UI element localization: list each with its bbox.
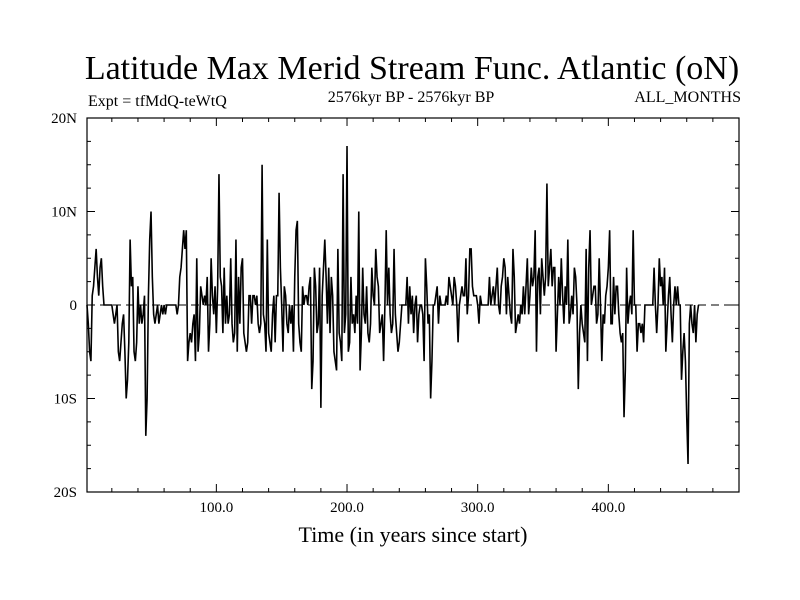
chart-title: Latitude Max Merid Stream Func. Atlantic…	[85, 50, 739, 87]
series-line	[86, 146, 700, 464]
y-tick-label: 10N	[51, 205, 77, 221]
x-axis-title: Time (in years since start)	[299, 522, 528, 547]
y-tick-label: 0	[70, 298, 78, 314]
x-tick-label: 300.0	[461, 500, 495, 516]
experiment-label: Expt = tfMdQ-teWtQ	[88, 93, 227, 110]
x-tick-label: 400.0	[591, 500, 625, 516]
axis-ticks	[87, 117, 739, 493]
tick-labels: 100.0 200.0 300.0 400.0 20N 10N 0 10S 20S	[51, 111, 625, 516]
y-tick-label: 20N	[51, 111, 77, 127]
y-tick-label: 10S	[54, 392, 77, 408]
y-tick-label: 20S	[54, 485, 77, 501]
time-range-label: 2576kyr BP - 2576kyr BP	[328, 89, 495, 106]
x-tick-label: 200.0	[330, 500, 364, 516]
months-label: ALL_MONTHS	[634, 89, 741, 106]
x-tick-label: 100.0	[199, 500, 233, 516]
